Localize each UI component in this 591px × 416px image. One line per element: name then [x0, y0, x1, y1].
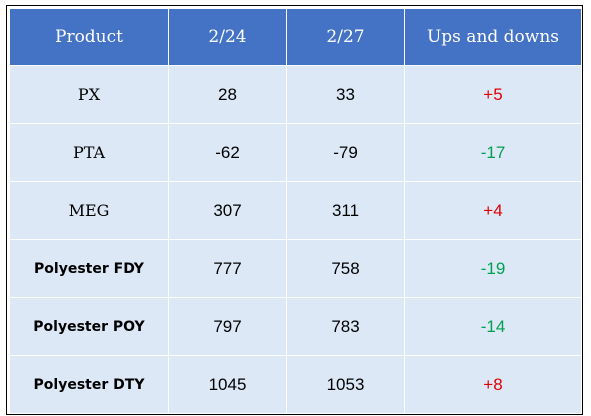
table-row: MEG 307 311 +4	[10, 182, 581, 239]
table-row: Polyester FDY 777 758 -19	[10, 240, 581, 297]
change-cell: +4	[405, 182, 581, 239]
table-row: PTA -62 -79 -17	[10, 124, 581, 181]
product-cell: PX	[10, 66, 168, 123]
table-row: PX 28 33 +5	[10, 66, 581, 123]
value-cell-date-1: -62	[169, 124, 286, 181]
product-cell: Polyester POY	[10, 298, 168, 355]
column-header-date-1: 2/24	[169, 9, 286, 65]
product-cell: MEG	[10, 182, 168, 239]
value-cell-date-1: 28	[169, 66, 286, 123]
value-cell-date-1: 1045	[169, 356, 286, 413]
price-table-frame: Product 2/24 2/27 Ups and downs PX 28 33…	[6, 5, 583, 415]
product-cell: Polyester FDY	[10, 240, 168, 297]
change-cell: -14	[405, 298, 581, 355]
product-cell: PTA	[10, 124, 168, 181]
value-cell-date-2: -79	[287, 124, 404, 181]
price-table: Product 2/24 2/27 Ups and downs PX 28 33…	[9, 8, 582, 414]
table-row: Polyester POY 797 783 -14	[10, 298, 581, 355]
column-header-change: Ups and downs	[405, 9, 581, 65]
value-cell-date-1: 777	[169, 240, 286, 297]
value-cell-date-2: 1053	[287, 356, 404, 413]
change-cell: -19	[405, 240, 581, 297]
value-cell-date-1: 797	[169, 298, 286, 355]
product-cell: Polyester DTY	[10, 356, 168, 413]
table-row: Polyester DTY 1045 1053 +8	[10, 356, 581, 413]
value-cell-date-2: 783	[287, 298, 404, 355]
table-header-row: Product 2/24 2/27 Ups and downs	[10, 9, 581, 65]
column-header-date-2: 2/27	[287, 9, 404, 65]
change-cell: +5	[405, 66, 581, 123]
change-cell: -17	[405, 124, 581, 181]
value-cell-date-2: 33	[287, 66, 404, 123]
value-cell-date-2: 758	[287, 240, 404, 297]
value-cell-date-2: 311	[287, 182, 404, 239]
column-header-product: Product	[10, 9, 168, 65]
change-cell: +8	[405, 356, 581, 413]
value-cell-date-1: 307	[169, 182, 286, 239]
